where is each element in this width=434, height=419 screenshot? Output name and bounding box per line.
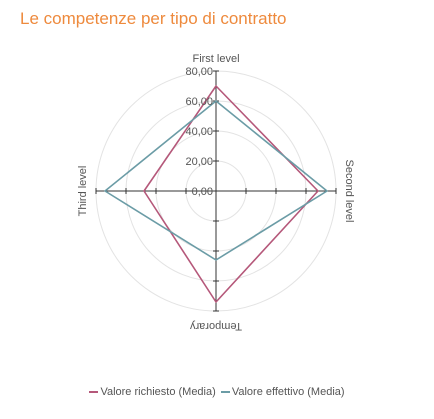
category-label-third-level: Third level [77,166,89,217]
chart-title: Le competenze per tipo di contratto [20,9,287,28]
tick-label: 20,00 [185,156,213,168]
radar-series [104,85,328,303]
tick-label: 80,00 [185,66,213,78]
radar-axes [95,70,337,312]
legend-item-actual[interactable]: Valore effettivo (Media) [220,386,345,398]
tick-label: 60,00 [185,96,213,108]
legend-swatch-actual [220,391,230,394]
tick-label: 0,00 [192,186,213,198]
category-label-second-level: Second level [343,160,355,223]
category-labels: First level Second level Temporary Third le… [77,53,355,332]
legend-label-required: Valore richiesto (Media) [100,386,216,398]
series-line-actual [104,100,328,261]
radial-tick-labels: 0,00 20,00 40,00 60,00 80,00 [185,66,213,198]
legend-item-required[interactable]: Valore richiesto (Media) [89,386,216,398]
category-label-first-level: First level [192,53,239,65]
legend: Valore richiesto (Media) Valore effettiv… [0,386,434,398]
legend-swatch-required [89,391,99,394]
legend-label-actual: Valore effettivo (Media) [231,386,345,398]
category-label-temporary: Temporary [190,320,242,332]
series-line-required [143,85,319,303]
tick-label: 40,00 [185,126,213,138]
